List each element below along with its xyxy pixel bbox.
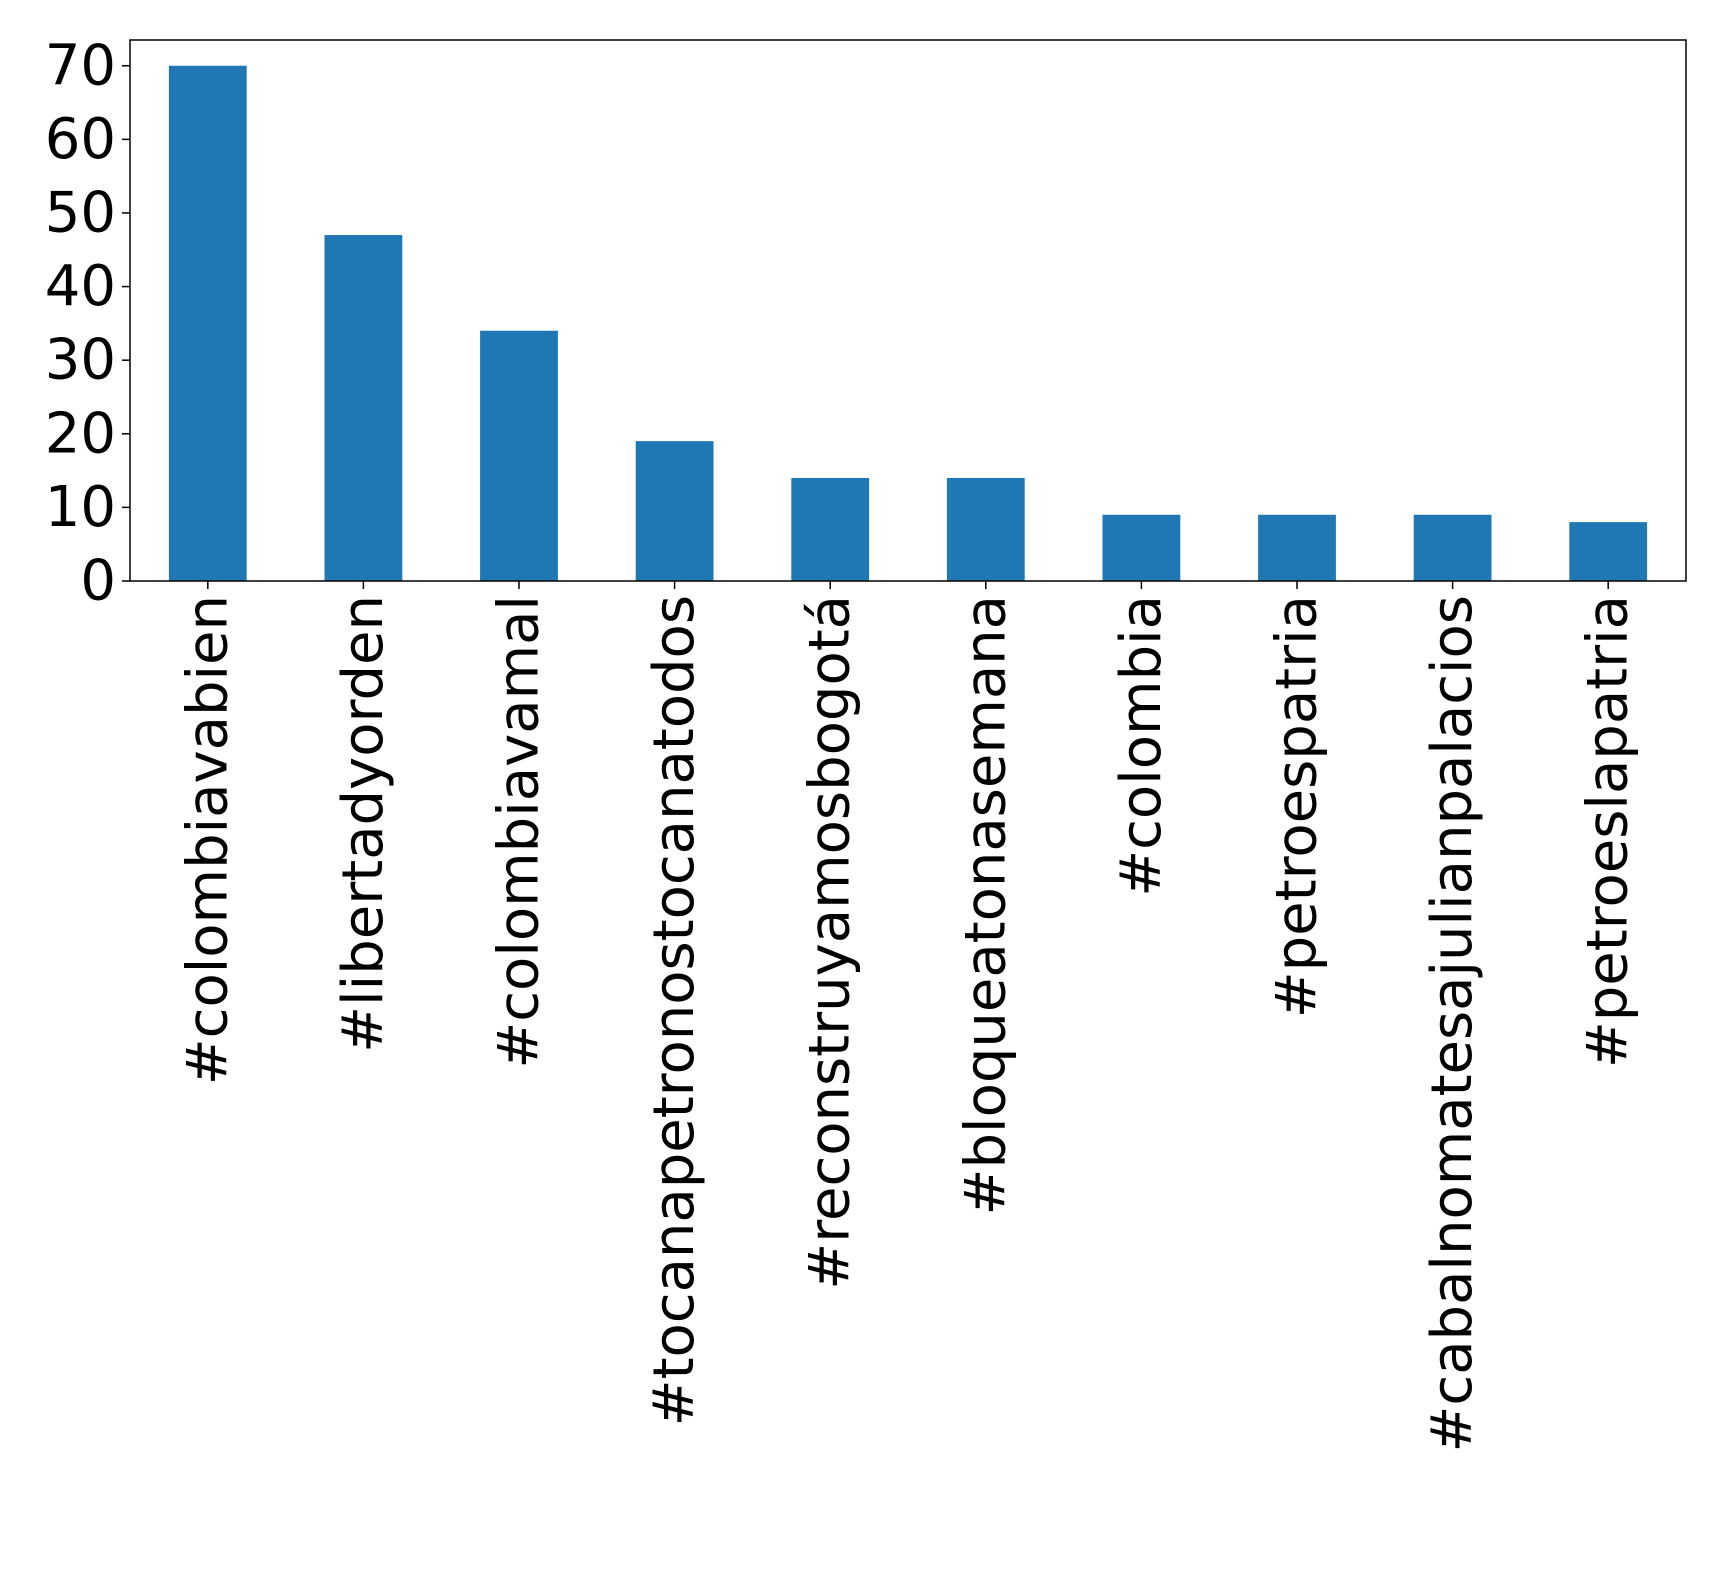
y-axis: 0 10 20 30 40 50 60 70 <box>45 33 130 614</box>
x-category-label-7: #petroespatria <box>1265 595 1330 1018</box>
y-tick-label-2: 20 <box>45 401 116 466</box>
plot-frame <box>129 39 1687 582</box>
bar-8 <box>1413 514 1492 581</box>
bar-2 <box>480 330 558 581</box>
bar-5 <box>946 477 1025 581</box>
y-tick-label-6: 60 <box>45 107 116 172</box>
x-category-label-4: #reconstruyamosbogotá <box>798 595 863 1290</box>
y-tick-label-5: 50 <box>45 180 116 245</box>
y-tick-label-4: 40 <box>45 254 116 319</box>
bar-7 <box>1258 514 1336 581</box>
bar-6 <box>1102 514 1181 581</box>
y-tick-label-3: 30 <box>45 328 116 393</box>
x-category-label-3: #tocanapetronostocanatodos <box>642 595 707 1426</box>
x-category-label-0: #colombiavabien <box>175 595 240 1085</box>
x-axis: #colombiavabien #libertadyorden #colombiav… <box>175 581 1641 1452</box>
x-category-label-8: #cabalnomatesajulianpalacios <box>1420 595 1485 1452</box>
bar-3 <box>635 441 714 581</box>
x-category-label-2: #colombiavamal <box>487 595 552 1069</box>
bar-1 <box>324 235 403 582</box>
y-tick-label-7: 70 <box>45 33 116 98</box>
x-category-label-9: #petroeslapatria <box>1576 595 1641 1068</box>
x-category-label-5: #bloqueatonasemana <box>953 595 1018 1215</box>
y-tick-label-1: 10 <box>45 475 116 540</box>
bars <box>168 65 1648 582</box>
bar-0 <box>168 65 247 581</box>
x-category-label-1: #libertadyorden <box>331 595 396 1053</box>
y-tick-label-0: 0 <box>80 549 116 614</box>
x-category-label-6: #colombia <box>1109 595 1174 897</box>
bar-4 <box>791 477 870 581</box>
bar-9 <box>1569 522 1648 581</box>
